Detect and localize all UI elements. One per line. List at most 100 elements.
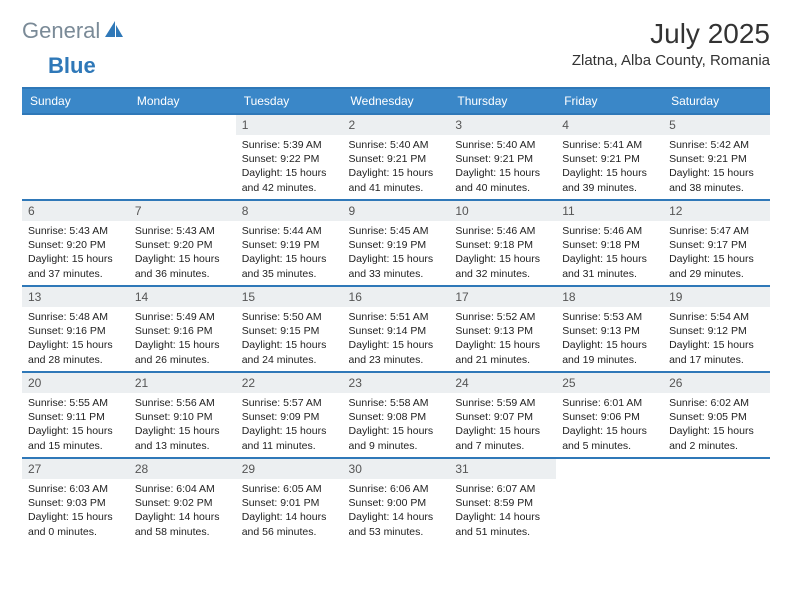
daylight-text-1: Daylight: 15 hours [455,424,550,438]
sunrise-text: Sunrise: 5:46 AM [562,224,657,238]
day-number: 19 [663,287,770,307]
calendar-cell: 26Sunrise: 6:02 AMSunset: 9:05 PMDayligh… [663,372,770,458]
daylight-text-1: Daylight: 14 hours [135,510,230,524]
daylight-text-2: and 41 minutes. [349,181,444,195]
day-sun-info: Sunrise: 5:43 AMSunset: 9:20 PMDaylight:… [22,221,129,281]
calendar-cell: 29Sunrise: 6:05 AMSunset: 9:01 PMDayligh… [236,458,343,544]
sunset-text: Sunset: 9:03 PM [28,496,123,510]
daylight-text-1: Daylight: 15 hours [669,338,764,352]
sunrise-text: Sunrise: 5:42 AM [669,138,764,152]
daylight-text-1: Daylight: 15 hours [562,424,657,438]
day-sun-info: Sunrise: 5:46 AMSunset: 9:18 PMDaylight:… [556,221,663,281]
sunset-text: Sunset: 9:00 PM [349,496,444,510]
sunrise-text: Sunrise: 6:07 AM [455,482,550,496]
daylight-text-1: Daylight: 15 hours [135,252,230,266]
sunrise-text: Sunrise: 5:40 AM [455,138,550,152]
sunset-text: Sunset: 9:10 PM [135,410,230,424]
sunrise-text: Sunrise: 5:52 AM [455,310,550,324]
daylight-text-2: and 32 minutes. [455,267,550,281]
daylight-text-1: Daylight: 15 hours [669,424,764,438]
day-number: 9 [343,201,450,221]
day-sun-info: Sunrise: 6:01 AMSunset: 9:06 PMDaylight:… [556,393,663,453]
day-number: 21 [129,373,236,393]
daylight-text-1: Daylight: 15 hours [242,166,337,180]
daylight-text-2: and 40 minutes. [455,181,550,195]
day-number: 29 [236,459,343,479]
day-number: 5 [663,115,770,135]
sunrise-text: Sunrise: 5:50 AM [242,310,337,324]
calendar-cell: 28Sunrise: 6:04 AMSunset: 9:02 PMDayligh… [129,458,236,544]
daylight-text-1: Daylight: 15 hours [669,166,764,180]
weekday-row: Sunday Monday Tuesday Wednesday Thursday… [22,89,770,114]
day-sun-info: Sunrise: 6:02 AMSunset: 9:05 PMDaylight:… [663,393,770,453]
daylight-text-1: Daylight: 15 hours [669,252,764,266]
day-number: 27 [22,459,129,479]
daylight-text-2: and 56 minutes. [242,525,337,539]
month-title: July 2025 [572,18,770,50]
sunrise-text: Sunrise: 5:49 AM [135,310,230,324]
sunset-text: Sunset: 9:22 PM [242,152,337,166]
sunset-text: Sunset: 9:21 PM [455,152,550,166]
daylight-text-1: Daylight: 15 hours [242,338,337,352]
sunset-text: Sunset: 9:21 PM [669,152,764,166]
day-number: 31 [449,459,556,479]
calendar-cell [129,114,236,200]
daylight-text-2: and 23 minutes. [349,353,444,367]
calendar-cell: 11Sunrise: 5:46 AMSunset: 9:18 PMDayligh… [556,200,663,286]
day-sun-info: Sunrise: 5:46 AMSunset: 9:18 PMDaylight:… [449,221,556,281]
calendar-cell: 7Sunrise: 5:43 AMSunset: 9:20 PMDaylight… [129,200,236,286]
calendar-cell: 6Sunrise: 5:43 AMSunset: 9:20 PMDaylight… [22,200,129,286]
daylight-text-1: Daylight: 15 hours [242,252,337,266]
sunrise-text: Sunrise: 5:48 AM [28,310,123,324]
daylight-text-2: and 28 minutes. [28,353,123,367]
daylight-text-2: and 7 minutes. [455,439,550,453]
sunset-text: Sunset: 9:18 PM [455,238,550,252]
day-sun-info: Sunrise: 5:41 AMSunset: 9:21 PMDaylight:… [556,135,663,195]
day-sun-info: Sunrise: 6:05 AMSunset: 9:01 PMDaylight:… [236,479,343,539]
calendar-cell: 31Sunrise: 6:07 AMSunset: 8:59 PMDayligh… [449,458,556,544]
sunset-text: Sunset: 9:19 PM [349,238,444,252]
day-number: 13 [22,287,129,307]
weekday-header: Friday [556,89,663,114]
sunrise-text: Sunrise: 5:58 AM [349,396,444,410]
day-number: 6 [22,201,129,221]
day-number: 3 [449,115,556,135]
day-sun-info: Sunrise: 5:44 AMSunset: 9:19 PMDaylight:… [236,221,343,281]
sunset-text: Sunset: 9:16 PM [28,324,123,338]
sunrise-text: Sunrise: 5:43 AM [28,224,123,238]
sunrise-text: Sunrise: 6:06 AM [349,482,444,496]
day-sun-info: Sunrise: 5:42 AMSunset: 9:21 PMDaylight:… [663,135,770,195]
sunset-text: Sunset: 9:09 PM [242,410,337,424]
logo-sail-icon [101,19,125,44]
calendar-week-row: 13Sunrise: 5:48 AMSunset: 9:16 PMDayligh… [22,286,770,372]
day-sun-info: Sunrise: 5:47 AMSunset: 9:17 PMDaylight:… [663,221,770,281]
daylight-text-2: and 11 minutes. [242,439,337,453]
day-sun-info: Sunrise: 5:54 AMSunset: 9:12 PMDaylight:… [663,307,770,367]
daylight-text-2: and 42 minutes. [242,181,337,195]
sunset-text: Sunset: 9:21 PM [562,152,657,166]
daylight-text-1: Daylight: 15 hours [349,338,444,352]
sunset-text: Sunset: 9:08 PM [349,410,444,424]
weekday-header: Saturday [663,89,770,114]
calendar-cell: 20Sunrise: 5:55 AMSunset: 9:11 PMDayligh… [22,372,129,458]
day-number: 30 [343,459,450,479]
sunrise-text: Sunrise: 5:51 AM [349,310,444,324]
sunset-text: Sunset: 9:18 PM [562,238,657,252]
sunrise-text: Sunrise: 5:43 AM [135,224,230,238]
weekday-header: Wednesday [343,89,450,114]
calendar-week-row: 1Sunrise: 5:39 AMSunset: 9:22 PMDaylight… [22,114,770,200]
day-number: 25 [556,373,663,393]
sunset-text: Sunset: 9:16 PM [135,324,230,338]
daylight-text-2: and 51 minutes. [455,525,550,539]
calendar-cell [556,458,663,544]
sunset-text: Sunset: 9:20 PM [28,238,123,252]
day-number: 14 [129,287,236,307]
day-sun-info: Sunrise: 5:52 AMSunset: 9:13 PMDaylight:… [449,307,556,367]
day-number: 28 [129,459,236,479]
calendar-week-row: 27Sunrise: 6:03 AMSunset: 9:03 PMDayligh… [22,458,770,544]
day-sun-info: Sunrise: 5:51 AMSunset: 9:14 PMDaylight:… [343,307,450,367]
daylight-text-1: Daylight: 15 hours [455,252,550,266]
weekday-header: Thursday [449,89,556,114]
calendar-cell: 17Sunrise: 5:52 AMSunset: 9:13 PMDayligh… [449,286,556,372]
daylight-text-1: Daylight: 14 hours [242,510,337,524]
